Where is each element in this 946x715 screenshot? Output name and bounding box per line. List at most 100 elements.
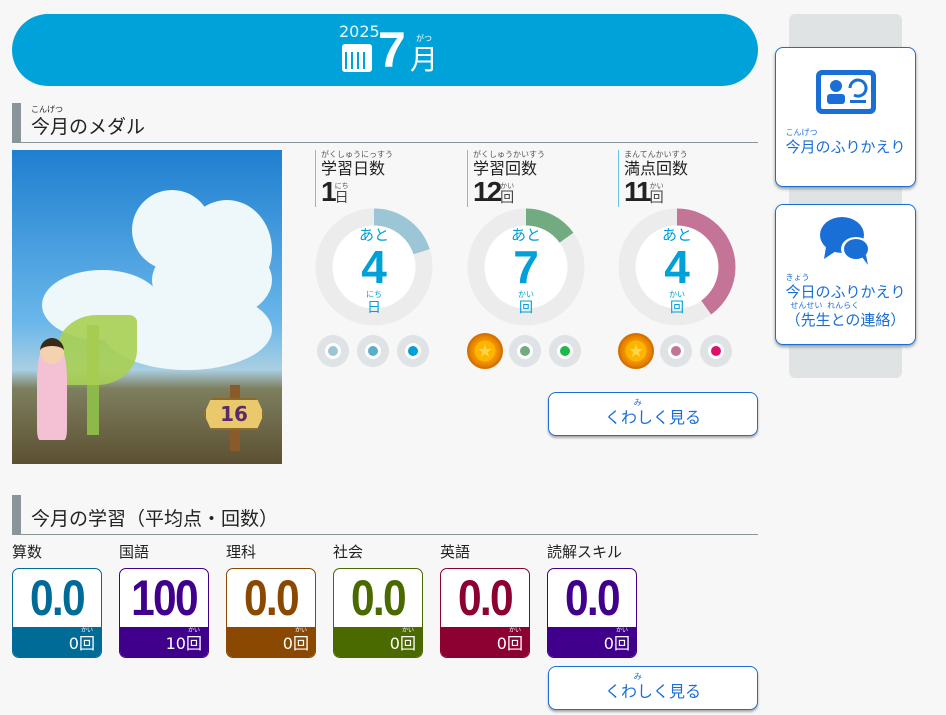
stat-ruby: まんてんかいすう	[624, 150, 688, 159]
count-unit: 回	[613, 634, 630, 653]
study-count: 0	[282, 634, 293, 653]
stat-value: 11	[624, 176, 652, 207]
month: 7	[378, 22, 406, 78]
detail-button-label: くわしく見る	[604, 682, 701, 701]
remain-unit: 日	[367, 300, 381, 316]
study-count: 0	[68, 634, 79, 653]
study-count: 0	[603, 634, 614, 653]
stat-unit: 日	[334, 190, 349, 206]
average-score: 0.0	[457, 570, 514, 626]
count-unit: 回	[78, 634, 95, 653]
level-sign: 16	[204, 398, 264, 430]
remain-value: 7	[513, 241, 539, 293]
medal-row: ★	[618, 333, 732, 369]
month-header: 2025 7 月がつ	[12, 14, 758, 86]
subject-card[interactable]: 0.0 0回 かい	[440, 568, 530, 658]
remain-unit-ruby: かい	[518, 290, 534, 299]
medal-slot	[660, 335, 692, 367]
subject-name: 算数	[12, 543, 43, 561]
medal-slot	[357, 335, 389, 367]
daily-review-ruby: きょう	[785, 273, 810, 282]
detail-button-study[interactable]: くわしく見るみ	[548, 666, 758, 710]
stat-unit-ruby: かい	[649, 182, 664, 190]
stat-value: 1	[321, 176, 337, 207]
detail-button-ruby: み	[633, 672, 642, 681]
medal-slot	[509, 335, 541, 367]
subject-5[interactable]: 読解スキル 0.0 0回 かい	[547, 540, 639, 658]
study-count: 0	[389, 634, 400, 653]
average-score: 100	[131, 570, 199, 626]
average-score: 0.0	[564, 570, 621, 626]
progress-arc	[618, 208, 736, 326]
subject-name: 理科	[226, 543, 257, 561]
remain-label: あと	[661, 226, 692, 244]
month-unit: 月がつ	[410, 34, 439, 76]
count-unit: 回	[185, 634, 202, 653]
stat-2: 満点回数 まんてんかいすう 11回 かい あと 4 回かい ★	[618, 150, 768, 369]
year: 2025	[339, 22, 380, 41]
subject-name: 社会	[333, 543, 364, 561]
stat-1: 学習回数 がくしゅうかいすう 12回 かい あと 7 回かい ★	[467, 150, 617, 369]
remain-unit: 回	[670, 300, 684, 316]
medal-slot	[700, 335, 732, 367]
average-score: 0.0	[243, 570, 300, 626]
progress-ring	[467, 208, 585, 326]
subject-0[interactable]: 算数 0.0 0回 かい	[12, 540, 104, 658]
progress-arc	[315, 208, 433, 326]
remain-label: あと	[510, 226, 541, 244]
remain-value: 4	[664, 241, 690, 293]
subject-name: 国語	[119, 543, 150, 561]
stat-name: 満点回数	[624, 159, 689, 178]
progress-arc	[467, 208, 585, 326]
subject-1[interactable]: 国語 100 10回 かい	[119, 540, 211, 658]
subject-4[interactable]: 英語 0.0 0回 かい	[440, 540, 532, 658]
study-count: 0	[496, 634, 507, 653]
daily-review-label: 今日のふりかえり	[785, 283, 906, 301]
count-unit: 回	[399, 634, 416, 653]
subject-card[interactable]: 0.0 0回 かい	[226, 568, 316, 658]
subject-card[interactable]: 100 10回 かい	[119, 568, 209, 658]
daily-review-button[interactable]: 今日のふりかえり きょう （先生との連絡） せんせい れんらく	[775, 204, 916, 345]
stat-unit-ruby: にち	[334, 182, 349, 190]
detail-button-ruby: み	[633, 398, 642, 407]
monthly-review-label: 今月のふりかえり	[785, 138, 906, 156]
stat-name: 学習回数	[473, 159, 538, 178]
remain-value: 4	[361, 241, 387, 293]
teacher-ruby: せんせい	[790, 301, 823, 310]
calendar-icon	[342, 44, 372, 72]
count-unit: 回	[292, 634, 309, 653]
medal-title-text: 今月のメダル	[31, 116, 146, 138]
stat-0: 学習日数 がくしゅうにっすう 1日 にち あと 4 日にち	[315, 150, 465, 367]
stat-value: 12	[473, 176, 502, 207]
subject-card[interactable]: 0.0 0回 かい	[547, 568, 637, 658]
contact-ruby: れんらく	[827, 301, 860, 310]
progress-ring	[618, 208, 736, 326]
medal-section-title: 今月のメダル こんげつ	[12, 103, 758, 143]
stat-ruby: がくしゅうにっすう	[321, 150, 393, 159]
detail-button-medal[interactable]: くわしく見るみ	[548, 392, 758, 436]
stat-unit-ruby: かい	[500, 182, 515, 190]
average-score: 0.0	[29, 570, 86, 626]
monthly-review-button[interactable]: 今月のふりかえり こんげつ	[775, 47, 916, 187]
medal-row: ★	[467, 333, 581, 369]
stat-unit: 回	[649, 190, 664, 206]
monthly-review-ruby: こんげつ	[785, 128, 818, 137]
medal-row	[317, 335, 429, 367]
study-title-text: 今月の学習（平均点・回数）	[31, 508, 279, 530]
stat-unit: 回	[500, 190, 515, 206]
count-unit: 回	[506, 634, 523, 653]
study-count: 10	[165, 634, 186, 653]
medal-title-ruby: こんげつ	[31, 105, 63, 114]
subject-3[interactable]: 社会 0.0 0回 かい	[333, 540, 425, 658]
plant-growth-image: 16	[12, 150, 282, 464]
subject-2[interactable]: 理科 0.0 0回 かい	[226, 540, 318, 658]
progress-ring	[315, 208, 433, 326]
subject-name: 英語	[440, 543, 471, 561]
medal-icon: ★	[467, 333, 503, 369]
medal-slot	[549, 335, 581, 367]
teacher-contact-label: （先生との連絡）	[785, 311, 906, 329]
stat-name: 学習日数	[321, 159, 386, 178]
medal-icon: ★	[618, 333, 654, 369]
subject-card[interactable]: 0.0 0回 かい	[12, 568, 102, 658]
subject-card[interactable]: 0.0 0回 かい	[333, 568, 423, 658]
